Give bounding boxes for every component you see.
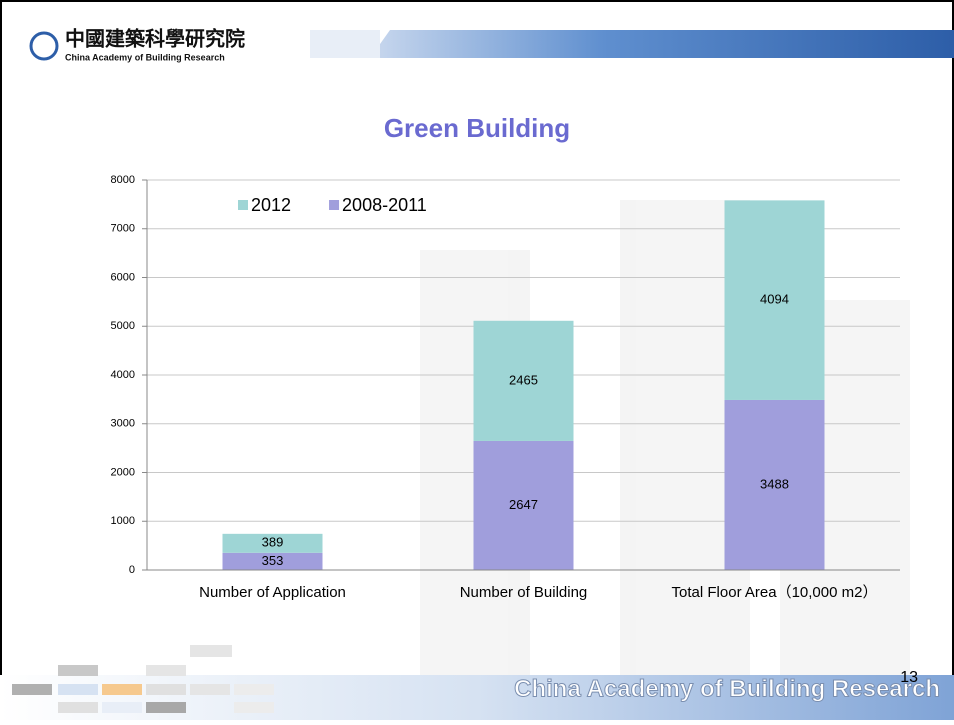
page-number: 13 (900, 669, 918, 686)
data-label: 2465 (509, 372, 538, 387)
bar-segment (473, 440, 574, 570)
bar-segment (222, 552, 323, 570)
y-tick-label: 4000 (111, 369, 135, 381)
x-tick-label: Total Floor Area（10,000 m2） (672, 584, 878, 601)
y-tick-label: 3000 (111, 418, 135, 430)
bar-segment (724, 200, 825, 400)
header-bar (370, 30, 954, 58)
y-tick-label: 8000 (111, 174, 135, 186)
logo (29, 31, 59, 61)
bar-segment (222, 533, 323, 553)
y-tick-label: 5000 (111, 320, 135, 332)
y-tick-label: 1000 (111, 515, 135, 527)
data-label: 389 (262, 535, 284, 550)
legend-label: 2008-2011 (342, 195, 427, 215)
header-fade (310, 30, 380, 58)
data-label: 2647 (509, 497, 538, 512)
header-title-cn: 中國建築科學研究院 (65, 27, 245, 51)
data-label: 353 (262, 553, 284, 568)
y-tick-label: 2000 (111, 466, 135, 478)
data-label: 4094 (760, 292, 789, 307)
y-tick-label: 6000 (111, 271, 135, 283)
data-label: 3488 (760, 476, 789, 491)
x-tick-label: Number of Building (460, 584, 588, 601)
y-tick-label: 7000 (111, 223, 135, 235)
y-tick-label: 0 (129, 564, 135, 576)
bar-segment (724, 399, 825, 570)
legend-swatch (329, 200, 340, 210)
header-title-en: China Academy of Building Research (65, 52, 225, 62)
bar-segment (473, 320, 574, 441)
legend-label: 2012 (251, 195, 291, 215)
legend-swatch (238, 200, 248, 210)
x-tick-label: Number of Application (199, 584, 346, 601)
footer-squares (12, 645, 274, 713)
footer-text: China Academy of Building Research (514, 675, 940, 702)
chart-title: Green Building (384, 113, 570, 143)
